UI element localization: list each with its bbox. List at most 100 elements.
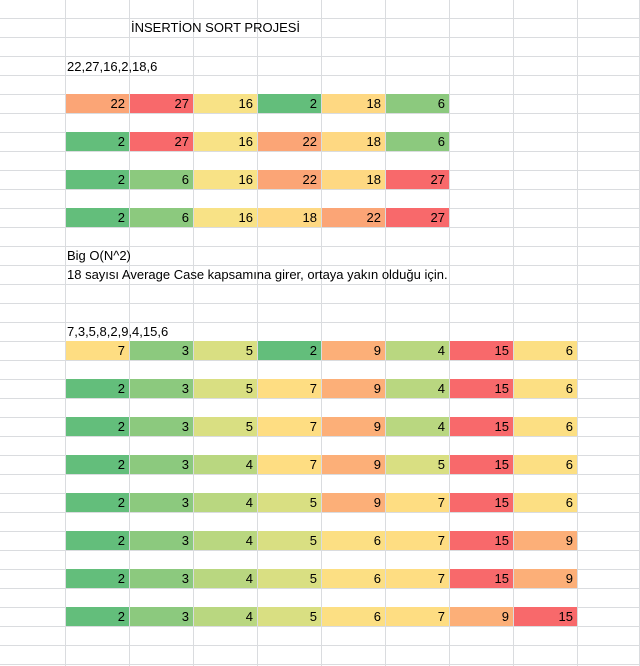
array2-row-3-cell[interactable]: 9: [322, 417, 385, 436]
array2-row-4-cell[interactable]: 7: [258, 455, 321, 474]
array2-row-2-cell[interactable]: 15: [450, 379, 513, 398]
array1-row-3-cell[interactable]: 27: [386, 170, 449, 189]
array2-row-8-cell[interactable]: 9: [450, 607, 513, 626]
array1-row-1-cell[interactable]: 2: [258, 94, 321, 113]
array2-row-5-cell[interactable]: 2: [66, 493, 129, 512]
array2-row-4-cell[interactable]: 5: [386, 455, 449, 474]
array1-row-1-cell[interactable]: 16: [194, 94, 257, 113]
array2-row-4-cell[interactable]: 4: [194, 455, 257, 474]
array2-row-3-cell[interactable]: 15: [450, 417, 513, 436]
array1-row-2-cell[interactable]: 22: [258, 132, 321, 151]
array1-row-4-cell[interactable]: 27: [386, 208, 449, 227]
array2-row-1-cell[interactable]: 15: [450, 341, 513, 360]
array2-row-1-cell[interactable]: 2: [258, 341, 321, 360]
array2-row-4-cell[interactable]: 2: [66, 455, 129, 474]
array2-row-2-cell[interactable]: 2: [66, 379, 129, 398]
array1-row-3-cell[interactable]: 22: [258, 170, 321, 189]
array2-row-3-cell[interactable]: 2: [66, 417, 129, 436]
array2-row-2-cell[interactable]: 3: [130, 379, 193, 398]
array1-row-2-cell[interactable]: 18: [322, 132, 385, 151]
array1-row-3-cell[interactable]: 18: [322, 170, 385, 189]
row-gridline: [0, 18, 640, 19]
array2-row-5-cell[interactable]: 4: [194, 493, 257, 512]
array2-row-8-cell[interactable]: 3: [130, 607, 193, 626]
array2-row-7-cell[interactable]: 6: [322, 569, 385, 588]
row-gridline: [0, 512, 640, 513]
array2-row-8-cell[interactable]: 6: [322, 607, 385, 626]
array1-row-1-cell[interactable]: 27: [130, 94, 193, 113]
array2-row-2-cell[interactable]: 5: [194, 379, 257, 398]
array2-row-2-cell[interactable]: 9: [322, 379, 385, 398]
array2-row-8-cell[interactable]: 15: [514, 607, 577, 626]
array1-row-4-cell[interactable]: 6: [130, 208, 193, 227]
array2-row-7-cell[interactable]: 2: [66, 569, 129, 588]
array1-row-2-cell[interactable]: 16: [194, 132, 257, 151]
array2-row-1-cell[interactable]: 6: [514, 341, 577, 360]
array2-row-3-cell[interactable]: 3: [130, 417, 193, 436]
array1-row-2-cell[interactable]: 6: [386, 132, 449, 151]
array2-row-4-cell[interactable]: 9: [322, 455, 385, 474]
array1-row-3-cell[interactable]: 6: [130, 170, 193, 189]
array2-row-7-cell[interactable]: 3: [130, 569, 193, 588]
array2-row-6-cell[interactable]: 7: [386, 531, 449, 550]
array2-row-1-cell[interactable]: 9: [322, 341, 385, 360]
row-gridline: [0, 75, 640, 76]
array2-row-2-cell[interactable]: 7: [258, 379, 321, 398]
array2-row-1-cell[interactable]: 3: [130, 341, 193, 360]
array1-row-4-cell[interactable]: 18: [258, 208, 321, 227]
array2-label[interactable]: 7,3,5,8,2,9,4,15,6: [67, 324, 169, 339]
array2-row-5-cell[interactable]: 3: [130, 493, 193, 512]
array2-row-6-cell[interactable]: 2: [66, 531, 129, 550]
array2-row-7-cell[interactable]: 7: [386, 569, 449, 588]
array2-row-6-cell[interactable]: 4: [194, 531, 257, 550]
array2-row-1-cell[interactable]: 5: [194, 341, 257, 360]
array1-label[interactable]: 22,27,16,2,18,6: [67, 59, 158, 74]
array1-row-1-cell[interactable]: 6: [386, 94, 449, 113]
array2-row-7-cell[interactable]: 5: [258, 569, 321, 588]
sheet-title[interactable]: İNSERTİON SORT PROJESİ: [131, 20, 301, 35]
array2-row-8-cell[interactable]: 5: [258, 607, 321, 626]
array2-row-5-cell[interactable]: 15: [450, 493, 513, 512]
row-gridline: [0, 588, 640, 589]
array2-row-4-cell[interactable]: 3: [130, 455, 193, 474]
array2-row-1-cell[interactable]: 4: [386, 341, 449, 360]
array2-row-8-cell[interactable]: 4: [194, 607, 257, 626]
array2-row-3-cell[interactable]: 4: [386, 417, 449, 436]
array2-row-3-cell[interactable]: 5: [194, 417, 257, 436]
array2-row-5-cell[interactable]: 7: [386, 493, 449, 512]
array2-row-2-cell[interactable]: 6: [514, 379, 577, 398]
array2-row-6-cell[interactable]: 15: [450, 531, 513, 550]
array2-row-1-cell[interactable]: 7: [66, 341, 129, 360]
column-gridline: [193, 0, 194, 666]
array2-row-7-cell[interactable]: 4: [194, 569, 257, 588]
array2-row-6-cell[interactable]: 5: [258, 531, 321, 550]
array2-row-4-cell[interactable]: 15: [450, 455, 513, 474]
array2-row-6-cell[interactable]: 6: [322, 531, 385, 550]
array2-row-6-cell[interactable]: 9: [514, 531, 577, 550]
array1-row-1-cell[interactable]: 22: [66, 94, 129, 113]
array1-row-4-cell[interactable]: 2: [66, 208, 129, 227]
row-gridline: [0, 113, 640, 114]
array1-row-1-cell[interactable]: 18: [322, 94, 385, 113]
array1-row-2-cell[interactable]: 27: [130, 132, 193, 151]
array1-row-4-cell[interactable]: 16: [194, 208, 257, 227]
array2-row-2-cell[interactable]: 4: [386, 379, 449, 398]
array2-row-6-cell[interactable]: 3: [130, 531, 193, 550]
column-gridline: [129, 0, 130, 666]
array2-row-4-cell[interactable]: 6: [514, 455, 577, 474]
array1-row-2-cell[interactable]: 2: [66, 132, 129, 151]
array2-row-5-cell[interactable]: 5: [258, 493, 321, 512]
array2-row-3-cell[interactable]: 7: [258, 417, 321, 436]
average-case-note[interactable]: 18 sayısı Average Case kapsamına girer, …: [67, 267, 448, 282]
array2-row-5-cell[interactable]: 9: [322, 493, 385, 512]
array2-row-3-cell[interactable]: 6: [514, 417, 577, 436]
array2-row-8-cell[interactable]: 2: [66, 607, 129, 626]
array1-row-3-cell[interactable]: 16: [194, 170, 257, 189]
array1-row-4-cell[interactable]: 22: [322, 208, 385, 227]
array2-row-7-cell[interactable]: 15: [450, 569, 513, 588]
array2-row-8-cell[interactable]: 7: [386, 607, 449, 626]
array1-row-3-cell[interactable]: 2: [66, 170, 129, 189]
array2-row-7-cell[interactable]: 9: [514, 569, 577, 588]
array2-row-5-cell[interactable]: 6: [514, 493, 577, 512]
complexity-label[interactable]: Big O(N^2): [67, 248, 131, 263]
